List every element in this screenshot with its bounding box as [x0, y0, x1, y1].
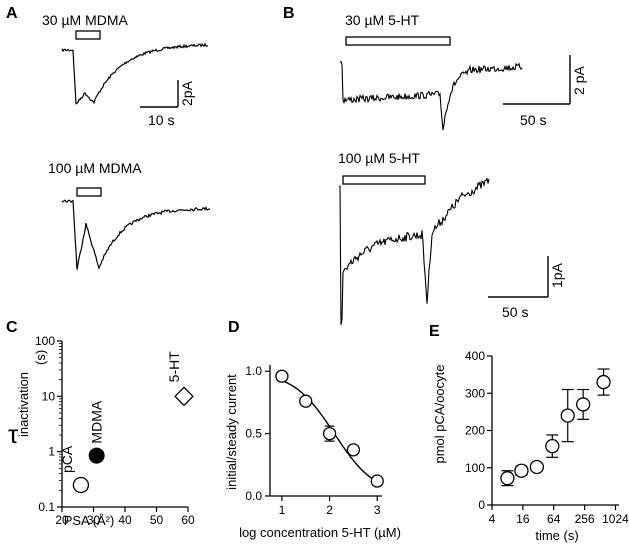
b-trace2-application-bar	[342, 175, 426, 185]
panel-letter-b: B	[283, 5, 295, 22]
panel-letter-e: E	[429, 323, 440, 340]
e-point	[560, 408, 575, 423]
chart-e: pmol pCA/oocyte time (s) 0 100 200 300 400 4 1…	[432, 349, 629, 543]
b-trace1-current	[339, 60, 523, 131]
b-scale2-x-label: 50 s	[502, 304, 528, 320]
c-point-MDMA	[88, 447, 105, 464]
c-x-tick-label: 60	[181, 513, 195, 527]
e-point	[529, 459, 545, 475]
c-y-tick-label: 1	[48, 445, 55, 459]
c-y-tick-label: 10	[42, 389, 56, 403]
e-point	[596, 374, 611, 390]
a-trace1-label: 30 µM MDMA	[42, 12, 129, 28]
c-ylabel-unit: (s)	[33, 350, 48, 365]
d-ylabel: initial/steady current	[224, 374, 239, 490]
c-ylabel-sub: inactivation	[16, 372, 31, 437]
c-x-tick-label: 50	[150, 513, 164, 527]
e-y-tick-label: 0	[478, 498, 485, 512]
chart-c: τ inactivation (s) PSA (Å²) 0.1 1 10 100 20 3…	[8, 334, 195, 528]
c-ylabel-symbol: τ	[8, 419, 19, 449]
d-y-tick-label: 0.0	[245, 489, 262, 503]
d-point	[275, 369, 289, 383]
panel-letter-c: C	[6, 319, 18, 336]
d-point	[346, 443, 361, 457]
a-trace2-application-bar	[76, 187, 102, 197]
e-y-tick-label: 400	[465, 349, 485, 363]
d-x-tick-label: 2	[326, 503, 333, 517]
b-trace1-label: 30 µM 5-HT	[345, 12, 420, 28]
d-y-tick-label: 0.5	[245, 427, 262, 441]
e-xlabel: time (s)	[535, 528, 578, 543]
b-scale1-y-label: 2 pA	[571, 66, 587, 95]
panel-letter-a: A	[6, 5, 18, 22]
a-trace1-application-bar	[75, 30, 101, 40]
a-scale-x-label: 10 s	[148, 112, 174, 128]
e-y-tick-label: 100	[465, 461, 485, 475]
b-trace2-current	[338, 177, 490, 325]
e-point	[500, 471, 515, 486]
c-y-tick-label: 0.1	[38, 500, 55, 514]
c-point-label: MDMA	[89, 400, 105, 443]
e-point	[514, 463, 529, 478]
e-x-tick-label: 1024	[602, 512, 629, 526]
c-point-label: pCA	[59, 445, 75, 473]
a-scale-y-label: 2pA	[179, 80, 195, 106]
c-point-label: 5-HT	[166, 351, 182, 383]
d-point	[370, 474, 384, 488]
c-xlabel: PSA (Å²)	[64, 513, 115, 528]
c-x-tick-label: 30	[87, 513, 101, 527]
d-x-tick-label: 3	[374, 503, 381, 517]
b-trace2-label: 100 µM 5-HT	[338, 150, 420, 166]
a-trace2-label: 100 µM MDMA	[48, 160, 142, 176]
panel-letter-d: D	[228, 319, 240, 336]
c-point-pCA	[72, 476, 90, 494]
d-xlabel: log concentration 5-HT (µM)	[239, 525, 401, 540]
c-x-tick-label: 40	[118, 513, 132, 527]
e-point	[576, 397, 591, 412]
chart-d: initial/steady current log concentration…	[224, 364, 401, 540]
d-x-tick-label: 1	[279, 503, 286, 517]
e-point	[545, 438, 560, 454]
c-point-5-HT	[174, 386, 194, 407]
e-x-tick-label: 64	[547, 512, 561, 526]
a-trace2-current	[61, 199, 211, 271]
c-x-tick-label: 20	[55, 513, 69, 527]
b-trace1-application-bar	[345, 36, 451, 46]
e-x-tick-label: 16	[516, 512, 530, 526]
e-y-tick-label: 200	[465, 424, 485, 438]
b-scale1-x-label: 50 s	[520, 112, 546, 128]
d-point	[322, 426, 337, 441]
a-trace1-current	[61, 42, 209, 105]
c-y-tick-label: 100	[35, 334, 55, 348]
d-point	[299, 394, 313, 408]
e-x-tick-label: 256	[575, 512, 595, 526]
e-ylabel: pmol pCA/oocyte	[432, 365, 447, 464]
b-scale2-y-label: 1pA	[549, 262, 565, 288]
e-y-tick-label: 300	[465, 386, 485, 400]
d-y-tick-label: 1.0	[245, 364, 262, 378]
e-x-tick-label: 4	[489, 512, 496, 526]
